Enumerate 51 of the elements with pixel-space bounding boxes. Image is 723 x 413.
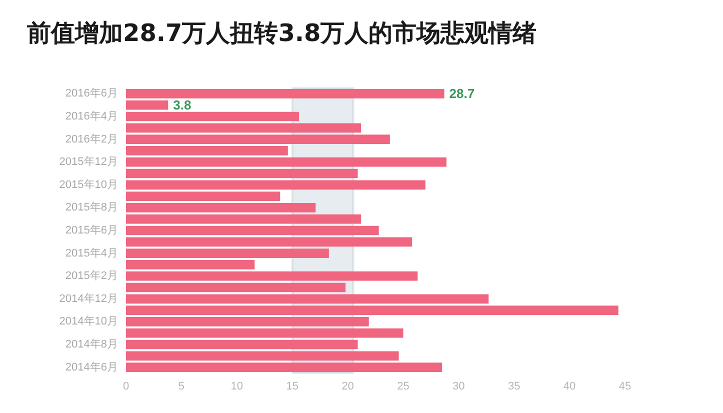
bar	[126, 180, 426, 190]
x-tick-label: 40	[563, 380, 576, 392]
x-tick-label: 30	[452, 380, 465, 392]
bar	[126, 271, 418, 281]
bar	[126, 214, 362, 224]
data-label: 28.7	[449, 86, 475, 102]
x-tick-label: 10	[230, 380, 244, 392]
bar	[126, 168, 358, 178]
y-tick-label: 2016年6月	[65, 88, 118, 100]
x-tick-label: 20	[342, 380, 354, 392]
y-tick-label: 2015年8月	[65, 202, 118, 214]
y-tick-label: 2014年6月	[65, 361, 118, 374]
bar	[126, 340, 358, 350]
y-tick-label: 2014年8月	[65, 338, 118, 350]
bar	[126, 317, 369, 326]
y-tick-label: 2015年12月	[59, 156, 118, 168]
bar	[126, 260, 255, 270]
bar	[126, 123, 362, 133]
y-tick-label: 2014年12月	[59, 292, 118, 305]
bar	[126, 157, 446, 167]
bar	[126, 100, 168, 110]
y-tick-label: 2015年6月	[65, 224, 118, 236]
y-tick-label: 2016年2月	[65, 133, 118, 146]
bar	[126, 146, 288, 156]
y-tick-label: 2015年10月	[59, 178, 118, 191]
x-tick-label: 15	[286, 380, 298, 392]
bar	[126, 134, 390, 144]
x-tick-label: 5	[178, 380, 185, 392]
bar	[126, 306, 618, 315]
bar	[126, 237, 412, 247]
x-tick-label: 35	[508, 380, 520, 392]
data-label: 3.8	[173, 98, 192, 113]
bar	[126, 282, 346, 292]
bar	[126, 112, 299, 122]
x-tick-label: 45	[618, 380, 632, 392]
bar	[126, 351, 399, 361]
bar	[126, 89, 444, 98]
y-tick-label: 2014年10月	[59, 316, 118, 328]
x-tick-label: 0	[122, 380, 130, 392]
bar	[126, 362, 442, 372]
chart-title: 前值增加28.7万人扭转3.8万人的市场悲观情绪	[26, 19, 537, 47]
bar	[126, 294, 489, 304]
bar	[126, 328, 404, 338]
y-tick-label: 2015年4月	[65, 247, 118, 260]
bar	[126, 203, 316, 212]
y-tick-label: 2015年2月	[65, 270, 118, 282]
y-tick-label: 2016年4月	[65, 110, 118, 122]
x-tick-label: 25	[397, 380, 410, 392]
bar	[126, 248, 329, 258]
bar	[126, 226, 379, 236]
bar	[126, 192, 280, 201]
